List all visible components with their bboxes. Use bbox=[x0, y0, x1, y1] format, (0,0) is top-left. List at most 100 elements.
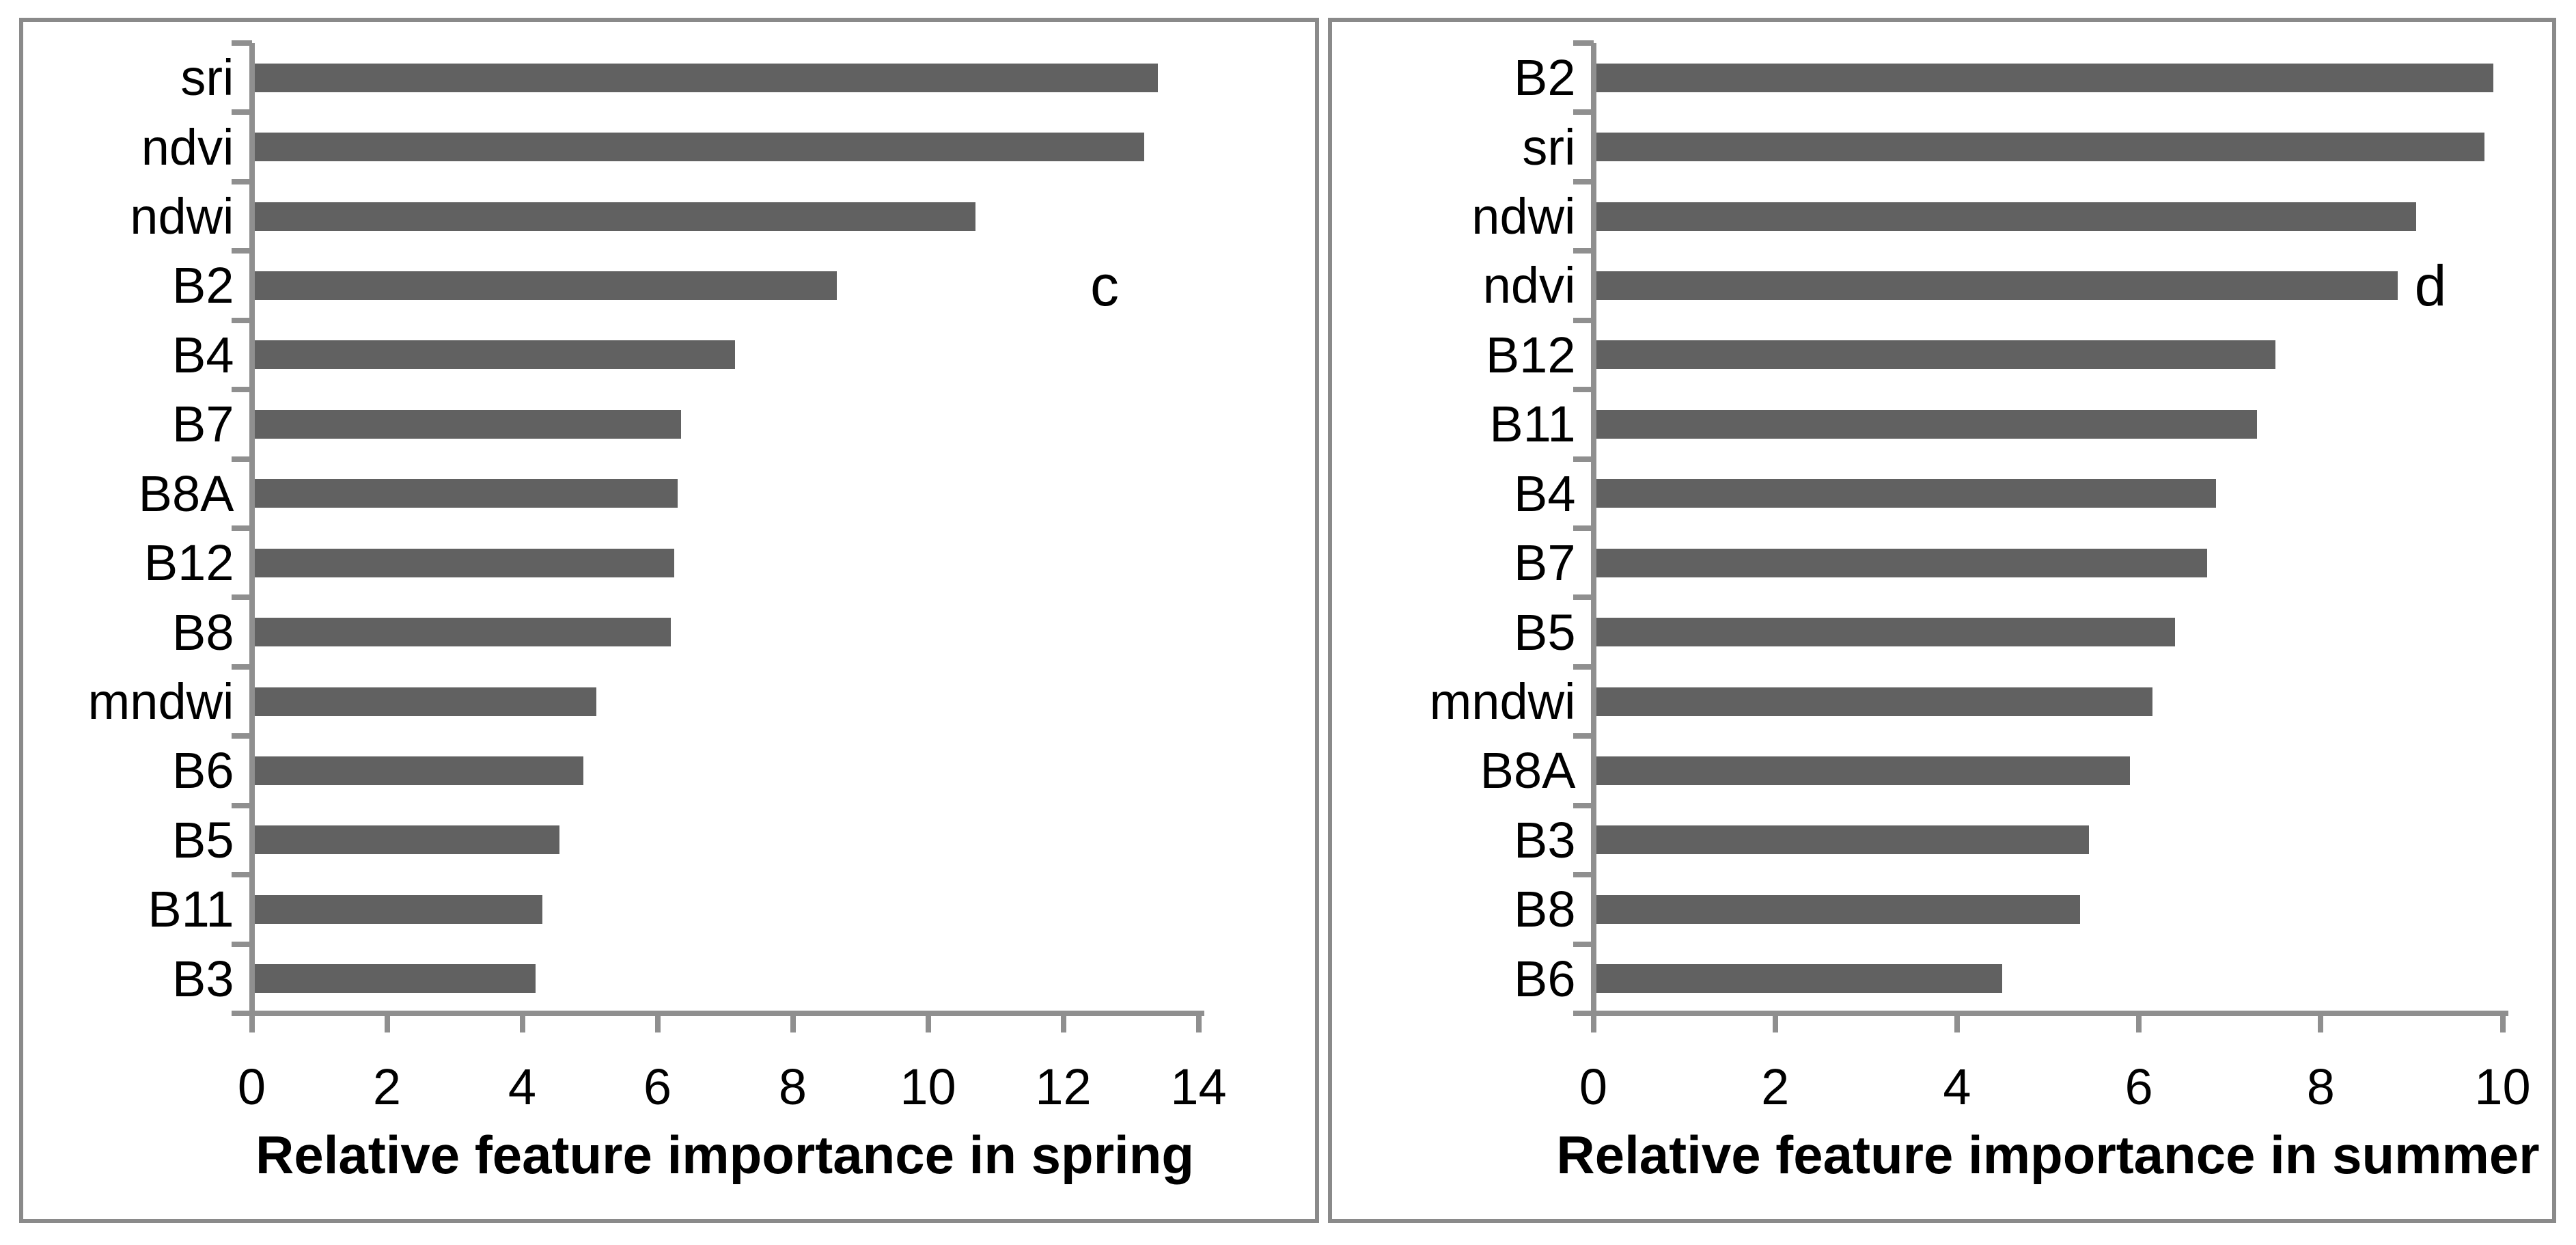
y-axis-tick bbox=[231, 663, 252, 670]
x-axis-tick bbox=[249, 1016, 255, 1032]
y-axis-tick bbox=[231, 109, 252, 115]
y-axis-tick bbox=[1573, 733, 1594, 739]
category-label-ndvi: ndvi bbox=[141, 118, 234, 176]
bar-B3 bbox=[1596, 825, 2089, 855]
y-axis-tick bbox=[1573, 317, 1594, 323]
bar-B3 bbox=[254, 964, 536, 994]
x-tick-label-14: 14 bbox=[1170, 1058, 1227, 1115]
bar-B8 bbox=[1596, 894, 2080, 924]
category-label-B11: B11 bbox=[1489, 396, 1576, 453]
category-label-B8A: B8A bbox=[138, 465, 234, 522]
category-label-B8: B8 bbox=[171, 603, 234, 661]
x-axis-tick bbox=[654, 1016, 661, 1032]
panel-letter-c: c bbox=[1090, 253, 1119, 318]
bar-B6 bbox=[254, 756, 583, 785]
bar-B7 bbox=[254, 409, 682, 439]
bar-mndwi bbox=[254, 687, 597, 716]
category-label-B12: B12 bbox=[143, 534, 234, 592]
bar-ndwi bbox=[254, 202, 975, 231]
y-axis-tick bbox=[1573, 872, 1594, 878]
x-tick-label-10: 10 bbox=[900, 1058, 956, 1115]
category-label-B5: B5 bbox=[171, 811, 234, 868]
bar-B2 bbox=[254, 271, 837, 300]
x-axis-tick bbox=[1060, 1016, 1066, 1032]
summer-x-axis-title: Relative feature importance in summer bbox=[1556, 1124, 2540, 1185]
y-axis-tick bbox=[231, 248, 252, 254]
bar-B12 bbox=[1596, 340, 2275, 370]
x-tick-label-2: 2 bbox=[372, 1058, 402, 1115]
bar-B8 bbox=[254, 618, 671, 647]
x-tick-label-0: 0 bbox=[1579, 1058, 1608, 1115]
bar-B11 bbox=[254, 894, 543, 924]
category-label-sri: sri bbox=[180, 49, 234, 107]
y-axis-tick bbox=[231, 387, 252, 393]
y-axis-tick bbox=[231, 733, 252, 739]
x-axis-tick bbox=[1590, 1016, 1596, 1032]
category-label-ndwi: ndwi bbox=[130, 188, 234, 245]
x-tick-label-6: 6 bbox=[643, 1058, 672, 1115]
category-label-B6: B6 bbox=[1513, 950, 1576, 1007]
bar-B6 bbox=[1596, 964, 2003, 994]
category-label-B2: B2 bbox=[1513, 49, 1576, 107]
x-tick-label-10: 10 bbox=[2474, 1058, 2531, 1115]
y-axis-tick bbox=[1573, 456, 1594, 462]
bar-B8A bbox=[1596, 756, 2130, 785]
category-label-mndwi: mndwi bbox=[1429, 673, 1576, 730]
x-axis-line bbox=[1575, 1011, 2508, 1016]
category-label-B11: B11 bbox=[148, 881, 234, 938]
category-label-sri: sri bbox=[1522, 118, 1576, 176]
y-axis-tick bbox=[231, 525, 252, 531]
bar-B4 bbox=[1596, 479, 2217, 508]
bar-B11 bbox=[1596, 409, 2258, 439]
category-label-B5: B5 bbox=[1513, 603, 1576, 661]
x-tick-label-2: 2 bbox=[1761, 1058, 1790, 1115]
category-label-B7: B7 bbox=[1513, 534, 1576, 592]
y-axis-tick bbox=[1573, 663, 1594, 670]
y-axis-tick bbox=[1573, 248, 1594, 254]
bar-mndwi bbox=[1596, 687, 2153, 716]
x-axis-tick bbox=[925, 1016, 931, 1032]
bar-ndwi bbox=[1596, 202, 2417, 231]
category-label-B4: B4 bbox=[1513, 465, 1576, 522]
bar-sri bbox=[254, 63, 1159, 92]
x-axis-tick bbox=[2499, 1016, 2506, 1032]
x-axis-tick bbox=[1772, 1016, 1778, 1032]
y-axis-line bbox=[1590, 43, 1596, 1032]
y-axis-tick bbox=[231, 456, 252, 462]
category-label-B8: B8 bbox=[1513, 881, 1576, 938]
x-axis-tick bbox=[519, 1016, 525, 1032]
bar-ndvi bbox=[1596, 271, 2398, 300]
x-tick-label-4: 4 bbox=[1943, 1058, 1971, 1115]
x-tick-label-0: 0 bbox=[237, 1058, 266, 1115]
y-axis-tick bbox=[1573, 109, 1594, 115]
bar-sri bbox=[1596, 133, 2484, 162]
bar-B8A bbox=[254, 479, 678, 508]
category-label-B2: B2 bbox=[171, 257, 234, 314]
x-tick-label-8: 8 bbox=[2306, 1058, 2335, 1115]
y-axis-tick bbox=[231, 594, 252, 601]
y-axis-tick bbox=[1573, 594, 1594, 601]
y-axis-tick bbox=[1573, 387, 1594, 393]
bar-B4 bbox=[254, 340, 736, 370]
y-axis-tick bbox=[1573, 40, 1594, 46]
bar-B7 bbox=[1596, 548, 2207, 577]
x-axis-tick bbox=[790, 1016, 796, 1032]
x-axis-tick bbox=[1954, 1016, 1960, 1032]
bar-ndvi bbox=[254, 133, 1145, 162]
y-axis-tick bbox=[1573, 525, 1594, 531]
x-axis-tick bbox=[2136, 1016, 2142, 1032]
y-axis-tick bbox=[1573, 178, 1594, 184]
x-axis-tick bbox=[384, 1016, 390, 1032]
category-label-B7: B7 bbox=[171, 396, 234, 453]
y-axis-tick bbox=[231, 317, 252, 323]
bar-B5 bbox=[254, 825, 559, 855]
y-axis-tick bbox=[231, 178, 252, 184]
panel-letter-d: d bbox=[2414, 253, 2447, 318]
category-label-mndwi: mndwi bbox=[87, 673, 234, 730]
x-axis-tick bbox=[1195, 1016, 1202, 1032]
bar-B2 bbox=[1596, 63, 2494, 92]
category-label-B6: B6 bbox=[171, 742, 234, 799]
y-axis-tick bbox=[231, 802, 252, 808]
x-tick-label-4: 4 bbox=[508, 1058, 537, 1115]
